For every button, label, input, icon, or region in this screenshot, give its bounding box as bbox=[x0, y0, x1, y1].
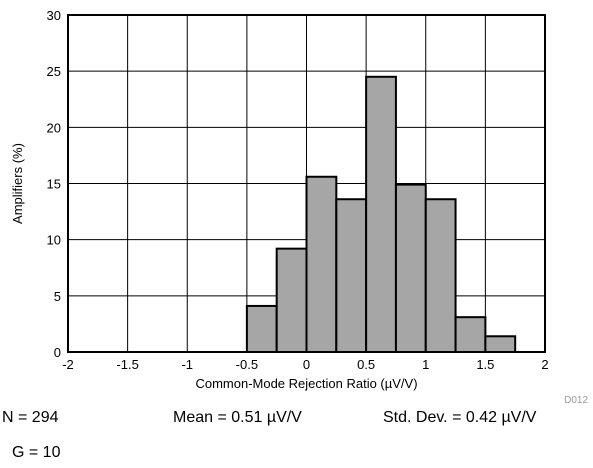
x-axis-label: Common-Mode Rejection Ratio (µV/V) bbox=[195, 376, 417, 391]
histogram-bar bbox=[394, 183, 427, 353]
std-dev-value: Std. Dev. = 0.42 µV/V bbox=[383, 409, 537, 426]
x-tick-label: -2 bbox=[62, 357, 74, 372]
y-tick-label: 15 bbox=[47, 177, 61, 192]
histogram-bar bbox=[275, 247, 308, 353]
mean-value: Mean = 0.51 µV/V bbox=[173, 409, 302, 426]
y-tick-labels: 0 5 10 15 20 25 30 bbox=[47, 8, 61, 360]
x-tick-label: -1 bbox=[181, 357, 193, 372]
y-tick-label: 5 bbox=[54, 289, 61, 304]
histogram-bar bbox=[365, 75, 397, 354]
histogram-bar bbox=[424, 198, 457, 353]
histogram-chart: -2 -1.5 -1 -0.5 0 0.5 1 1.5 2 0 5 10 15 20 25 30 Commo… bbox=[10, 8, 588, 406]
y-tick-label: 30 bbox=[47, 8, 61, 23]
plot-frame bbox=[67, 14, 546, 353]
histogram-bar bbox=[484, 335, 517, 354]
gain-value: G = 10 bbox=[12, 444, 61, 461]
x-tick-label: 1.5 bbox=[476, 357, 494, 372]
x-tick-label: -1.5 bbox=[116, 357, 138, 372]
x-tick-label: -0.5 bbox=[236, 357, 258, 372]
y-axis-label: Amplifiers (%) bbox=[10, 143, 25, 224]
x-tick-labels: -2 -1.5 -1 -0.5 0 0.5 1 1.5 2 bbox=[62, 357, 548, 372]
histogram-bar bbox=[454, 316, 487, 353]
x-tick-label: 0 bbox=[303, 357, 310, 372]
y-tick-label: 20 bbox=[47, 120, 61, 135]
y-tick-label: 25 bbox=[47, 64, 61, 79]
sample-count: N = 294 bbox=[2, 409, 59, 426]
x-tick-label: 0.5 bbox=[357, 357, 375, 372]
y-tick-label: 10 bbox=[47, 233, 61, 248]
y-tick-label: 0 bbox=[54, 345, 61, 360]
x-tick-label: 2 bbox=[541, 357, 548, 372]
histogram-bar bbox=[335, 198, 368, 353]
x-tick-label: 1 bbox=[422, 357, 429, 372]
histogram-bar bbox=[305, 175, 338, 353]
figure-code: D012 bbox=[564, 395, 588, 406]
histogram-bars bbox=[245, 75, 517, 354]
histogram-bar bbox=[245, 304, 278, 353]
